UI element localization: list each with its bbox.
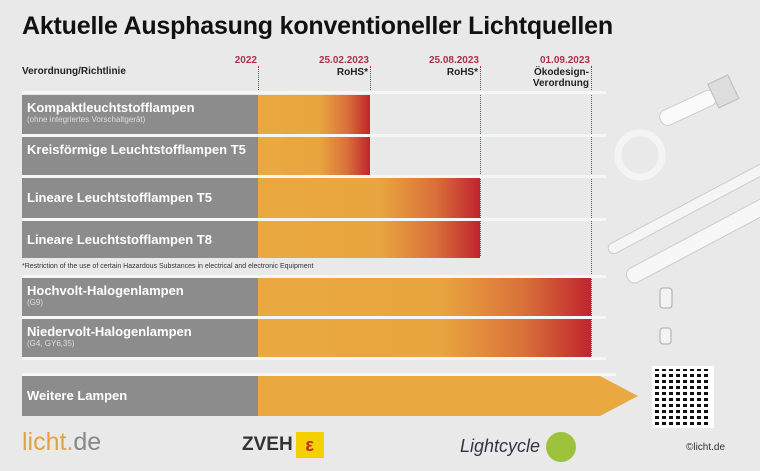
row-label: Lineare Leuchtstofflampen T5 xyxy=(27,190,212,205)
header-label: Verordnung/Richtlinie xyxy=(22,66,126,77)
footnote: *Restriction of the use of certain Hazar… xyxy=(22,263,314,270)
divider xyxy=(22,357,606,360)
row-note: (G4, GY6,35) xyxy=(27,339,75,348)
row-note: (G9) xyxy=(27,298,43,307)
divider xyxy=(22,316,606,319)
row-label: Niedervolt-Halogenlampen xyxy=(27,324,192,339)
date-rohs-1: 25.02.2023 xyxy=(318,55,369,66)
licht-de-logo: licht.de xyxy=(22,428,102,456)
lightcycle-logo: Lightcycle xyxy=(460,432,577,462)
timeline-rohs-2 xyxy=(480,66,481,256)
copyright: ©licht.de xyxy=(686,442,726,453)
row-note: (ohne integriertes Vorschaltgerät) xyxy=(27,115,146,124)
phase-bar xyxy=(258,137,370,175)
circular-lamp-icon xyxy=(614,129,666,181)
divider xyxy=(22,275,606,278)
divider xyxy=(22,218,606,221)
compact-lamp-icon xyxy=(659,74,740,127)
timeline-2022 xyxy=(258,66,259,94)
phase-bar xyxy=(258,95,370,134)
row-label: Hochvolt-Halogenlampen xyxy=(27,283,184,298)
row-label: Weitere Lampen xyxy=(27,388,128,403)
linear-lamp-t5-icon xyxy=(607,153,760,255)
rohs-2-label: RoHS* xyxy=(446,67,478,78)
rohs-1-label: RoHS* xyxy=(336,67,368,78)
lamp-images xyxy=(607,74,760,345)
divider xyxy=(22,91,606,94)
phase-bar xyxy=(258,278,591,316)
row-label: Kreisförmige Leuchtstofflampen T5 xyxy=(27,142,246,157)
timeline-oekodesign xyxy=(591,66,592,356)
date-2022: 2022 xyxy=(234,55,257,66)
row-label: Lineare Leuchtstofflampen T8 xyxy=(27,232,212,247)
row-label: Kompaktleuchtstofflampen xyxy=(27,100,195,115)
page-title: Aktuelle Ausphasung konventioneller Lich… xyxy=(22,12,613,40)
divider xyxy=(22,175,606,178)
zveh-logo: ZVEH ε xyxy=(242,432,324,458)
phase-bar xyxy=(258,221,480,258)
divider xyxy=(22,373,616,376)
divider xyxy=(22,134,606,137)
g4-halogen-icon xyxy=(659,327,672,345)
phase-arrow xyxy=(258,376,638,416)
phase-bar xyxy=(258,319,591,357)
date-rohs-2: 25.08.2023 xyxy=(428,55,479,66)
qr-code[interactable] xyxy=(652,366,714,428)
oekodesign-label: Ökodesign- Verordnung xyxy=(532,67,589,89)
phase-bar xyxy=(258,178,480,218)
g9-halogen-icon xyxy=(659,287,673,309)
date-oekodesign: 01.09.2023 xyxy=(539,55,590,66)
linear-lamp-t8-icon xyxy=(626,179,760,284)
timeline-rohs-1 xyxy=(370,66,371,94)
